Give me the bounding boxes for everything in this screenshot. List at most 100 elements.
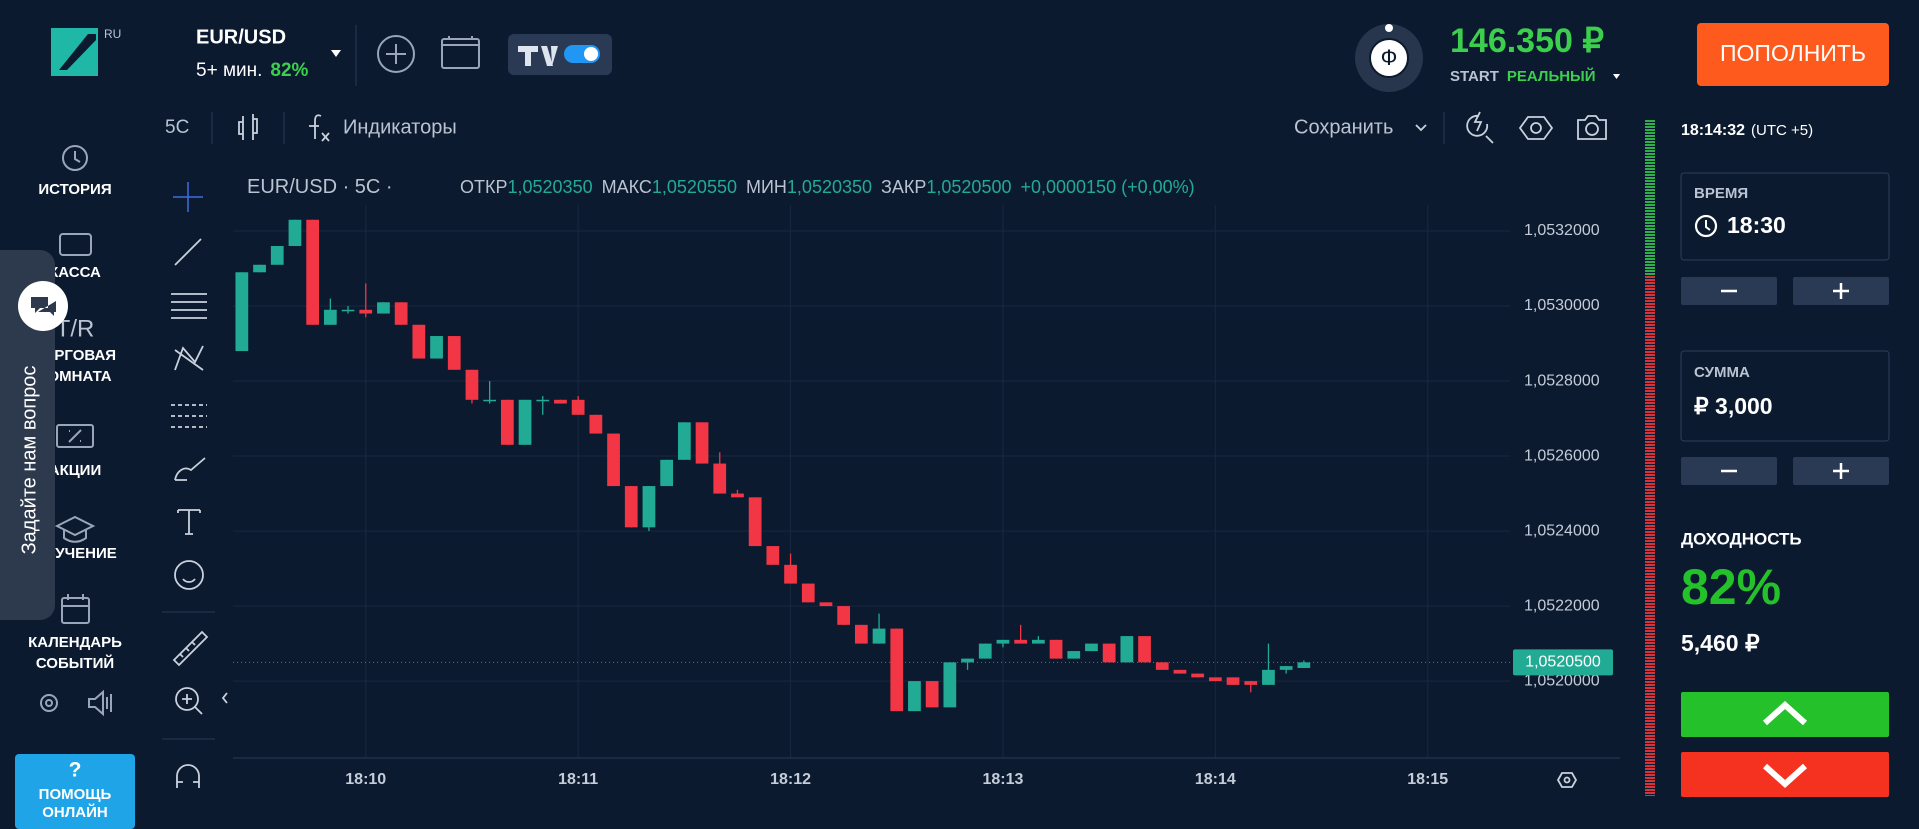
settings-icon[interactable]: [1518, 116, 1554, 140]
crosshair-tool[interactable]: [173, 182, 203, 212]
trade-panel: 18:14:32 (UTC +5) ВРЕМЯ 18:30 СУММА ₽ 3,0…: [1680, 122, 1890, 797]
candle-body: [801, 583, 815, 603]
y-tick-label: 1,0520000: [1524, 672, 1600, 689]
account-tier: START РЕАЛЬНЫЙ: [1450, 67, 1596, 85]
layout-icon: [442, 36, 479, 46]
candle-body: [430, 336, 443, 359]
gear-icon[interactable]: [40, 694, 58, 712]
collapse-arrow[interactable]: [221, 692, 228, 704]
candle-body: [554, 399, 567, 404]
ohlc-value: 1,0520350: [787, 177, 872, 197]
asset-caret[interactable]: [331, 50, 341, 57]
emoji-tool[interactable]: [174, 560, 204, 590]
candle-body: [1262, 669, 1275, 685]
ask-tab[interactable]: [0, 250, 55, 620]
camera-icon[interactable]: [1577, 115, 1607, 140]
symbol: EUR/USD · 5С ·: [247, 176, 393, 198]
candle-body: [1155, 662, 1169, 670]
sidebar-item[interactable]: СОБЫТИЙ: [36, 654, 114, 672]
current-price-label: 1,0520500: [1525, 654, 1601, 671]
amount-label: СУММА: [1694, 364, 1750, 381]
chart-type-icon[interactable]: [238, 114, 258, 140]
save-caret[interactable]: [1415, 124, 1427, 132]
candle-body: [677, 422, 691, 460]
candle-body: [784, 564, 797, 584]
trendline-tool[interactable]: [174, 238, 202, 266]
promo-icon[interactable]: [56, 424, 94, 448]
candle-body: [1279, 666, 1293, 670]
yield-label: ДОХОДНОСТЬ: [1681, 529, 1802, 548]
sidebar-item[interactable]: ИСТОРИЯ: [38, 181, 111, 198]
candle-body: [731, 493, 744, 498]
save[interactable]: Сохранить: [1294, 116, 1393, 138]
add-chart-button[interactable]: [377, 35, 415, 73]
candle-body: [412, 324, 426, 359]
account-caret[interactable]: [1613, 74, 1620, 79]
tier: START: [1450, 68, 1499, 85]
help-label: ОНЛАЙН: [42, 803, 107, 821]
fx-icon[interactable]: [309, 114, 330, 142]
asset[interactable]: EUR/USD: [196, 26, 286, 48]
pattern-tool[interactable]: [174, 345, 204, 371]
ohlc-value: 1,0520350: [508, 177, 593, 197]
candle-body: [695, 422, 709, 464]
deposit-label: ПОПОЛНИТЬ: [1720, 40, 1866, 66]
amount-box[interactable]: [1680, 350, 1890, 442]
ruler-tool[interactable]: [172, 630, 209, 667]
indicators[interactable]: Индикаторы: [343, 116, 457, 138]
toolbar: 5С Индикаторы Сохранить: [165, 111, 1607, 144]
zoom-tool[interactable]: [175, 687, 199, 711]
projection-tool[interactable]: [171, 404, 207, 428]
put-button[interactable]: [1681, 752, 1889, 797]
candle-body: [306, 219, 320, 325]
magnet-tool[interactable]: [176, 764, 200, 788]
sound-icon[interactable]: [88, 689, 112, 717]
call-button[interactable]: [1681, 692, 1889, 737]
alert-icon[interactable]: [1466, 111, 1494, 144]
header: RU EUR/USD 5+ мин. 82% Ф 146.350 ₽ START Р…: [51, 22, 1889, 92]
time-box[interactable]: [1680, 172, 1890, 261]
candle-body: [996, 639, 1010, 644]
candle-body: [235, 272, 249, 352]
cash-icon[interactable]: [59, 233, 92, 256]
account-type[interactable]: РЕАЛЬНЫЙ: [1507, 67, 1596, 85]
candle-body: [253, 264, 266, 273]
sidebar-item[interactable]: АКЦИИ: [49, 462, 102, 479]
candle-body: [1014, 639, 1028, 644]
ohlc-label: МИН: [746, 177, 787, 197]
sidebar-item[interactable]: КАССА: [49, 264, 101, 281]
ask-tab-label: Задайте нам вопрос: [18, 366, 40, 555]
help-label: ПОМОЩЬ: [39, 786, 112, 803]
history-icon[interactable]: [62, 145, 88, 171]
layout-button[interactable]: [441, 38, 480, 69]
calendar-icon[interactable]: [61, 597, 90, 624]
tv-toggle[interactable]: [508, 34, 612, 75]
fib-tool[interactable]: [171, 293, 207, 319]
stepper-icons: [1721, 463, 1849, 479]
candle-body: [1173, 669, 1187, 674]
brush-tool[interactable]: [174, 457, 206, 481]
candle-body: [1208, 677, 1222, 682]
education-icon[interactable]: [54, 515, 96, 543]
axis-settings[interactable]: [1556, 772, 1578, 788]
ohlc-label: ОТКР: [460, 177, 508, 197]
x-tick-label: 18:11: [558, 771, 598, 788]
x-tick-label: 18:14: [1195, 771, 1236, 788]
candle-body: [341, 309, 355, 312]
clock-time: 18:14:32: [1681, 122, 1745, 139]
sidebar-item[interactable]: КОМНАТА: [38, 368, 111, 385]
deposit-button[interactable]: [1697, 23, 1889, 86]
avatar-inner: [1369, 38, 1409, 78]
text-tool[interactable]: [177, 509, 201, 535]
sidebar-item[interactable]: КАЛЕНДАРЬ: [28, 634, 122, 651]
calendar-top: [62, 594, 89, 607]
candle-body: [1191, 673, 1205, 678]
settings-dot: [1530, 122, 1542, 134]
avatar-dot: [1385, 24, 1393, 32]
candle-body: [1297, 662, 1311, 668]
help-button[interactable]: [15, 754, 135, 829]
interval[interactable]: 5С: [165, 117, 189, 138]
plus-icon: [386, 44, 406, 64]
balance: 146.350 ₽: [1450, 22, 1604, 60]
